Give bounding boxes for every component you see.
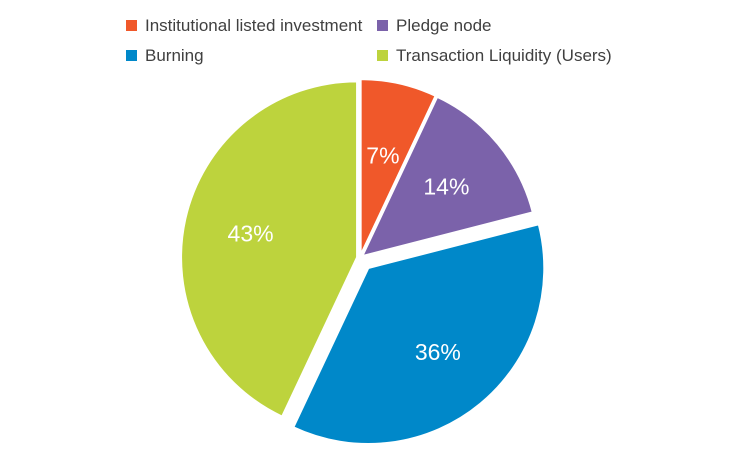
legend-item-3: Transaction Liquidity (Users) [377,46,612,65]
legend-label-2: Burning [145,46,204,65]
legend-label-0: Institutional listed investment [145,16,363,35]
pie-slice-1 [360,95,534,258]
legend-swatch-3 [377,50,388,61]
pie-slice-3 [180,80,359,418]
pie-slice-0 [359,78,437,256]
data-label-2: 36% [415,339,461,365]
data-label-3: 43% [228,221,274,247]
data-label-1: 14% [423,174,469,200]
pie-slices [180,78,546,446]
legend-label-1: Pledge node [396,16,491,35]
pie-slice-2 [292,223,546,446]
legend: Institutional listed investment Pledge no… [126,16,612,65]
legend-label-3: Transaction Liquidity (Users) [396,46,612,65]
legend-swatch-0 [126,20,137,31]
data-labels: 7% 14% 36% 43% [228,142,470,365]
legend-item-0: Institutional listed investment [126,16,363,35]
legend-swatch-1 [377,20,388,31]
legend-item-2: Burning [126,46,204,65]
legend-item-1: Pledge node [377,16,491,35]
data-label-0: 7% [366,142,399,168]
legend-swatch-2 [126,50,137,61]
